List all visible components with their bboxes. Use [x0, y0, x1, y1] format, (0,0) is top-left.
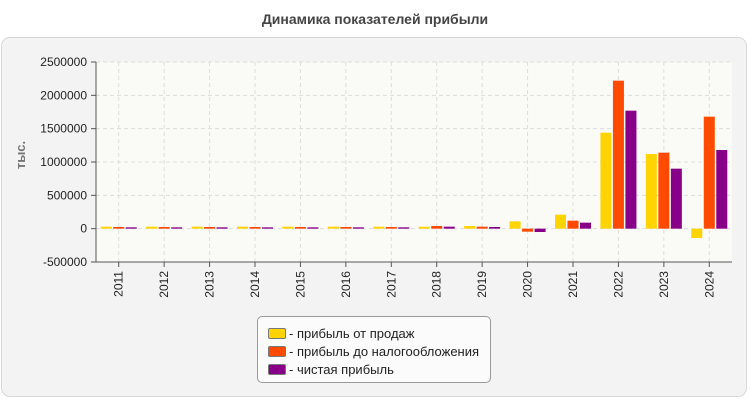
bar-2019-series-0	[464, 226, 476, 229]
legend-label-net-profit: - чистая прибыль	[289, 361, 394, 377]
x-tick-label: 2016	[339, 271, 353, 298]
bar-2019-series-2	[489, 227, 501, 229]
bar-2011-series-2	[125, 227, 137, 229]
bar-2018-series-2	[443, 226, 455, 229]
bar-2016-series-1	[340, 227, 352, 229]
bar-2013-series-0	[191, 226, 203, 229]
y-tick-label: 1500000	[40, 122, 87, 136]
bar-2012-series-0	[146, 226, 158, 229]
bar-2021-series-0	[555, 214, 566, 229]
y-tick-label: 0	[80, 222, 87, 236]
x-tick-label: 2011	[112, 271, 126, 297]
x-tick-label: 2013	[203, 271, 217, 298]
bar-2024-series-2	[716, 150, 728, 229]
legend-label-pretax-profit: - прибыль до налогообложения	[289, 343, 480, 359]
x-ticks: 2011 2012 2013 2014 2015 2016 2017 2018 2019 2020…	[112, 262, 716, 298]
bar-2016-series-0	[327, 226, 339, 229]
y-tick-label: 1000000	[40, 155, 87, 169]
bar-2020-series-0	[509, 221, 521, 229]
y-tick-label: 2000000	[40, 88, 87, 102]
bar-2013-series-2	[216, 227, 228, 229]
bar-2020-series-1	[522, 228, 534, 232]
x-tick-label: 2021	[566, 271, 580, 298]
bar-2023-series-1	[658, 152, 670, 229]
legend-item-net-profit: - чистая прибыль	[268, 360, 490, 378]
bar-2017-series-1	[385, 227, 397, 229]
bar-2014-series-0	[237, 226, 248, 229]
bar-2013-series-1	[204, 227, 216, 229]
y-tick-label: 500000	[47, 188, 87, 202]
bar-2015-series-0	[282, 226, 294, 229]
legend-item-sales-profit: - прибыль от продаж	[268, 324, 490, 342]
x-tick-label: 2017	[384, 271, 398, 298]
legend-item-pretax-profit: - прибыль до налогообложения	[268, 342, 490, 360]
x-tick-label: 2024	[702, 271, 716, 298]
bar-2016-series-2	[352, 227, 364, 229]
x-tick-label: 2022	[611, 271, 625, 298]
chart-title: Динамика показателей прибыли	[261, 11, 489, 27]
legend-swatch-pretax-profit	[268, 345, 286, 357]
bar-2015-series-2	[307, 227, 319, 229]
bar-2021-series-2	[580, 222, 591, 229]
bar-2019-series-1	[476, 226, 488, 229]
bar-2023-series-0	[645, 154, 657, 229]
x-tick-label: 2020	[521, 271, 535, 298]
x-tick-label: 2012	[157, 271, 171, 298]
bar-2012-series-1	[158, 227, 170, 229]
legend-swatch-net-profit	[268, 363, 286, 375]
bar-2024-series-1	[703, 116, 715, 229]
y-tick-label: 2500000	[40, 55, 87, 69]
bar-2011-series-1	[113, 227, 125, 229]
bar-2018-series-0	[418, 226, 430, 229]
bar-2024-series-0	[691, 228, 703, 238]
bar-2022-series-2	[625, 110, 637, 229]
bar-2017-series-0	[373, 226, 385, 229]
x-tick-label: 2015	[293, 271, 307, 298]
x-tick-label: 2023	[657, 271, 671, 298]
bar-2011-series-0	[100, 226, 112, 229]
y-axis-label: тыс.	[13, 141, 28, 169]
bar-2022-series-0	[600, 132, 612, 229]
x-tick-label: 2018	[430, 271, 444, 298]
x-tick-label: 2019	[475, 271, 489, 298]
bar-2022-series-1	[612, 80, 624, 229]
bar-2012-series-2	[171, 227, 183, 229]
y-tick-label: -500000	[43, 255, 87, 269]
bar-2023-series-2	[670, 168, 682, 229]
bars	[100, 80, 728, 238]
legend-label-sales-profit: - прибыль от продаж	[289, 325, 415, 341]
legend-swatch-sales-profit	[268, 327, 286, 339]
bar-2017-series-2	[398, 227, 410, 229]
bar-2020-series-2	[534, 228, 546, 232]
bar-2018-series-1	[431, 226, 443, 229]
bar-2021-series-1	[567, 220, 579, 229]
bar-2015-series-1	[294, 227, 306, 229]
x-tick-label: 2014	[248, 271, 262, 298]
legend: - прибыль от продаж - прибыль до налогоо…	[257, 316, 491, 383]
y-ticks: 2500000 2000000 1500000 1000000 500000 0 -5000…	[40, 55, 96, 269]
bar-2014-series-1	[249, 227, 261, 229]
bar-2014-series-2	[262, 227, 273, 229]
